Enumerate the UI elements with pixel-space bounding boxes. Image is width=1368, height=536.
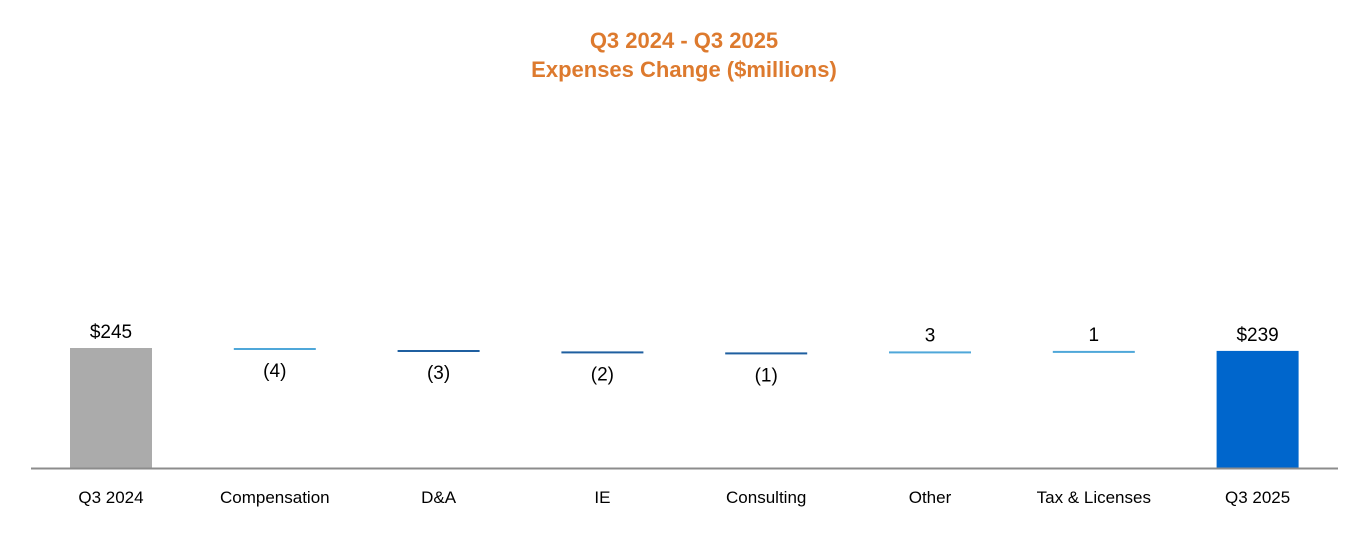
bar-q3-2025: [1216, 350, 1299, 468]
category-label-consulting: Consulting: [726, 488, 806, 507]
value-label-ie: (2): [591, 364, 614, 385]
value-label-q3-2024: $245: [90, 322, 132, 343]
value-label-q3-2025: $239: [1236, 325, 1278, 346]
value-label-danda: (3): [427, 363, 450, 384]
chart-title: Q3 2024 - Q3 2025: [589, 28, 779, 53]
bar-q3-2024: [70, 348, 152, 468]
chart-bars: [70, 348, 1299, 468]
bar-consulting: [725, 352, 808, 355]
bar-compensation: [233, 348, 316, 350]
category-label-other: Other: [909, 488, 952, 507]
category-label-danda: D&A: [421, 488, 457, 507]
bar-tax-and-licenses: [1052, 350, 1135, 353]
category-label-tax-and-licenses: Tax & Licenses: [1037, 488, 1151, 507]
category-label-ie: IE: [594, 488, 610, 507]
bar-ie: [561, 351, 644, 354]
chart-subtitle: Expenses Change ($millions): [531, 57, 837, 82]
value-label-tax-and-licenses: 1: [1089, 325, 1100, 346]
value-label-compensation: (4): [263, 361, 286, 382]
value-label-consulting: (1): [755, 365, 778, 386]
value-label-other: 3: [925, 325, 936, 346]
chart-category-labels: Q3 2024 Compensation D&A IE Consulting Other T…: [78, 488, 1290, 507]
category-label-q3-2025: Q3 2025: [1225, 488, 1290, 507]
chart-value-labels: $245 (4) (3) (2) (1) 3 1 $239: [90, 322, 1279, 386]
category-label-compensation: Compensation: [220, 488, 330, 507]
bar-danda: [397, 350, 480, 352]
chart-title-block: Q3 2024 - Q3 2025 Expenses Change ($mill…: [0, 26, 1368, 84]
category-label-q3-2024: Q3 2024: [78, 488, 143, 507]
bar-other: [889, 351, 971, 354]
